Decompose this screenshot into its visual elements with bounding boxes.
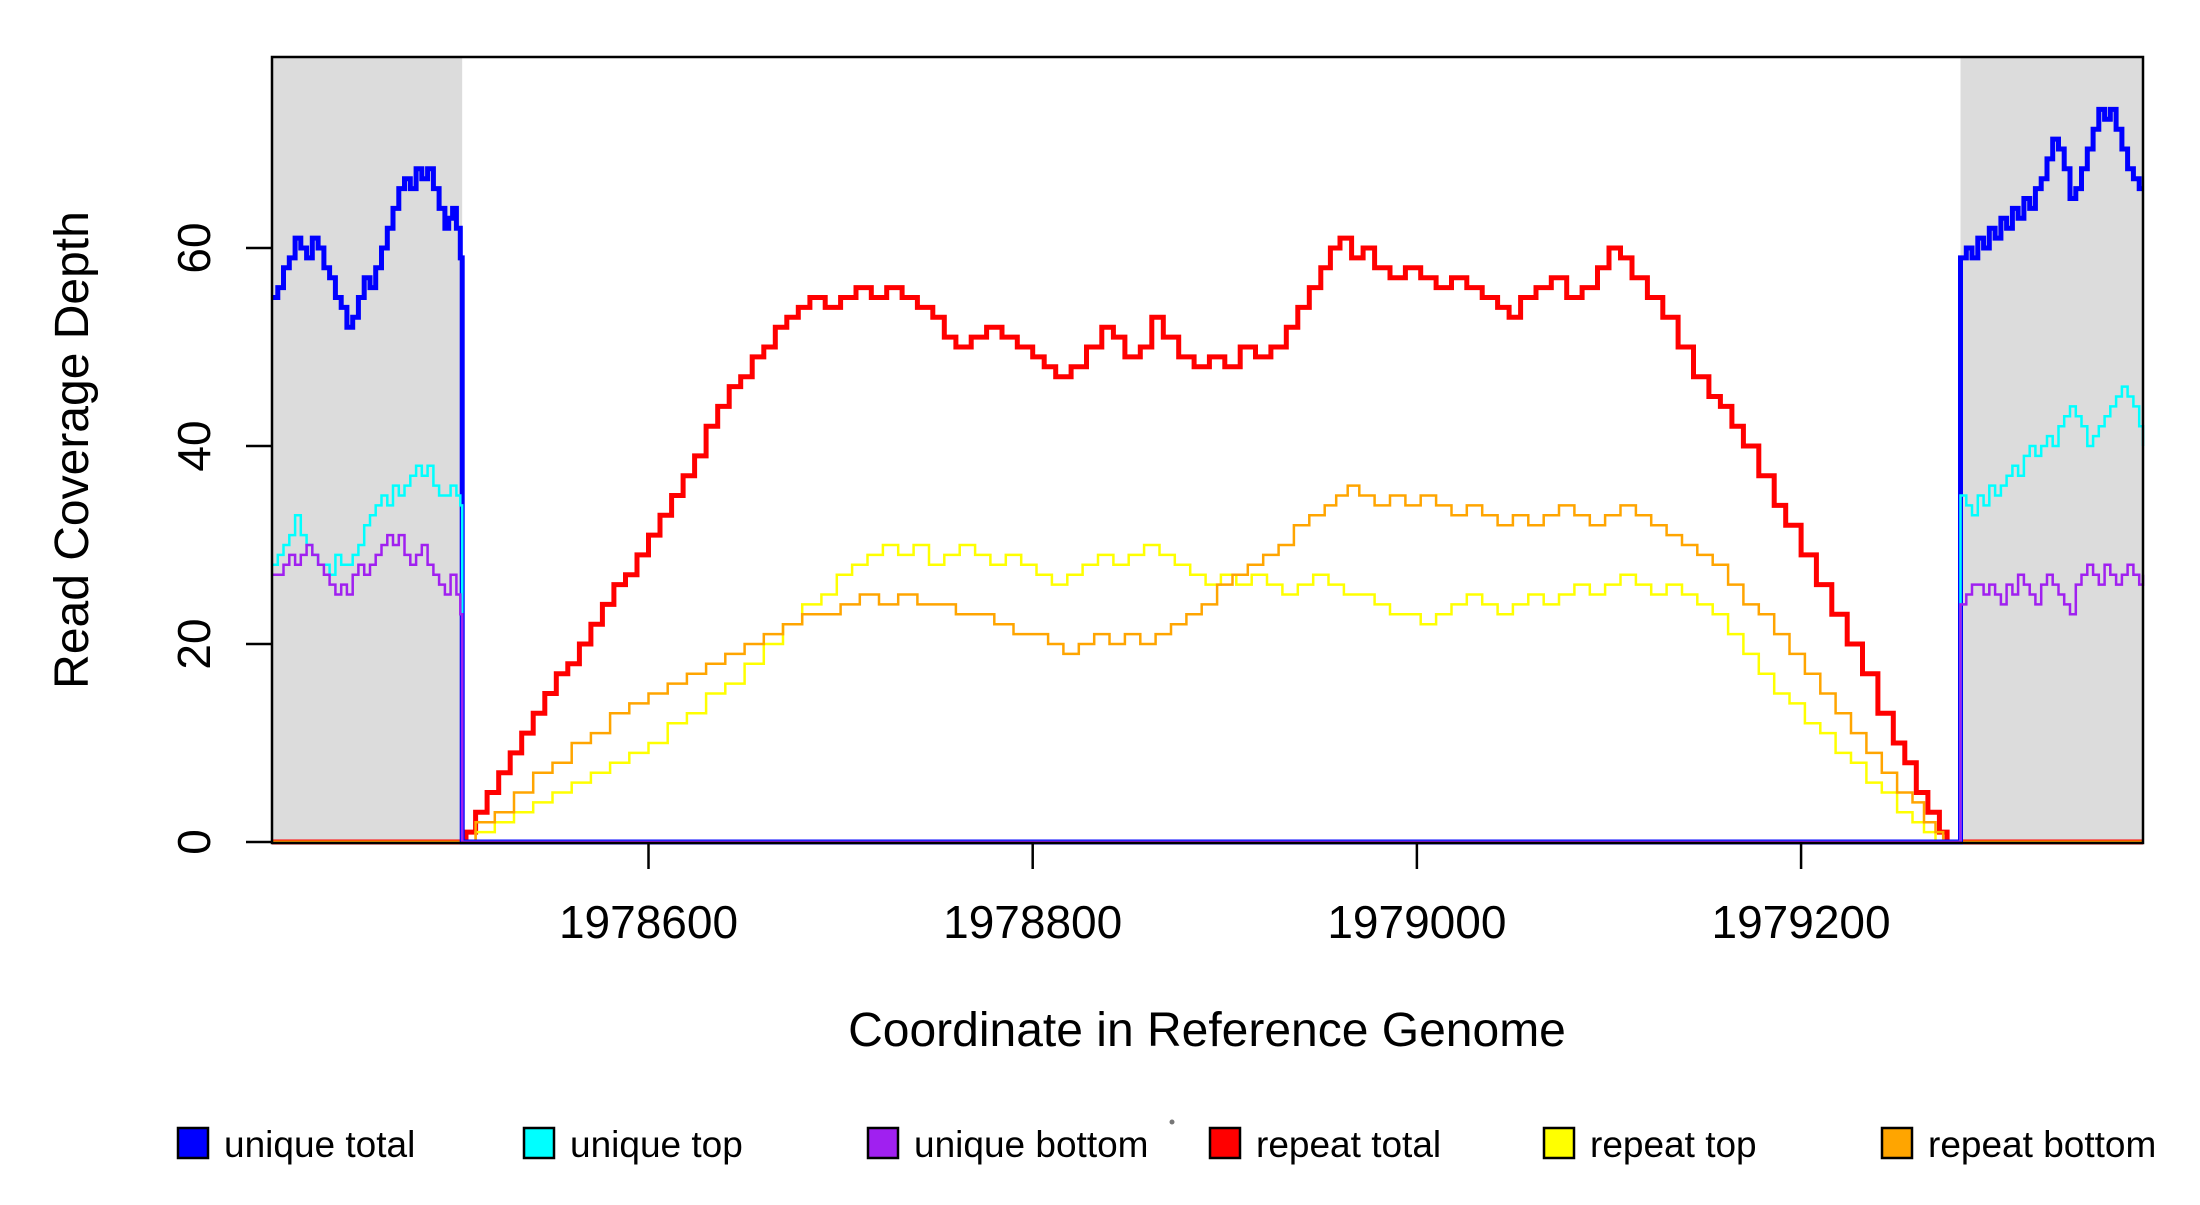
unique-flank-right-shading [1960, 58, 2143, 842]
stray-dot-artifact [1169, 1119, 1175, 1125]
y-axis: 0 20 40 60 [168, 222, 272, 855]
series-line-repeat-bottom [272, 484, 2143, 844]
plot-box [270, 55, 2145, 845]
shaded-regions [272, 58, 2143, 842]
y-tick-label: 60 [168, 222, 220, 273]
series-line-unique-total [272, 106, 2143, 845]
x-tick-label: 1979200 [1712, 896, 1891, 948]
unique-flank-left-shading [272, 58, 463, 842]
x-tick-label: 1978800 [943, 896, 1122, 948]
legend-swatch-repeat-top [1542, 1126, 1576, 1160]
legend-swatch-repeat-total [1208, 1126, 1242, 1160]
legend-label-unique-total: unique total [224, 1124, 415, 1165]
series-lines [272, 106, 2145, 845]
series-line-repeat-total [272, 235, 2143, 845]
legend-label-repeat-top: repeat top [1590, 1124, 1757, 1165]
legend-label-unique-top: unique top [570, 1124, 743, 1165]
legend-label-unique-bottom: unique bottom [914, 1124, 1149, 1165]
x-axis: 1978600 1978800 1979000 1979200 [559, 843, 1891, 948]
x-axis-title: Coordinate in Reference Genome [848, 1004, 1566, 1057]
y-tick-label: 0 [168, 829, 220, 855]
legend-swatch-repeat-bottom [1880, 1126, 1914, 1160]
legend-swatch-unique-bottom [866, 1126, 900, 1160]
y-tick-label: 40 [168, 420, 220, 471]
series-line-unique-bottom [272, 533, 2145, 844]
y-axis-title: Read Coverage Depth [46, 211, 99, 689]
legend-label-repeat-total: repeat total [1256, 1124, 1441, 1165]
x-tick-label: 1979000 [1327, 896, 1506, 948]
legend-swatch-unique-top [522, 1126, 556, 1160]
x-tick-label: 1978600 [559, 896, 738, 948]
legend-label-repeat-bottom: repeat bottom [1928, 1124, 2156, 1165]
y-tick-label: 20 [168, 618, 220, 669]
legend: unique total unique top unique bottom repea… [176, 1124, 2156, 1165]
legend-swatch-unique-total [176, 1126, 210, 1160]
